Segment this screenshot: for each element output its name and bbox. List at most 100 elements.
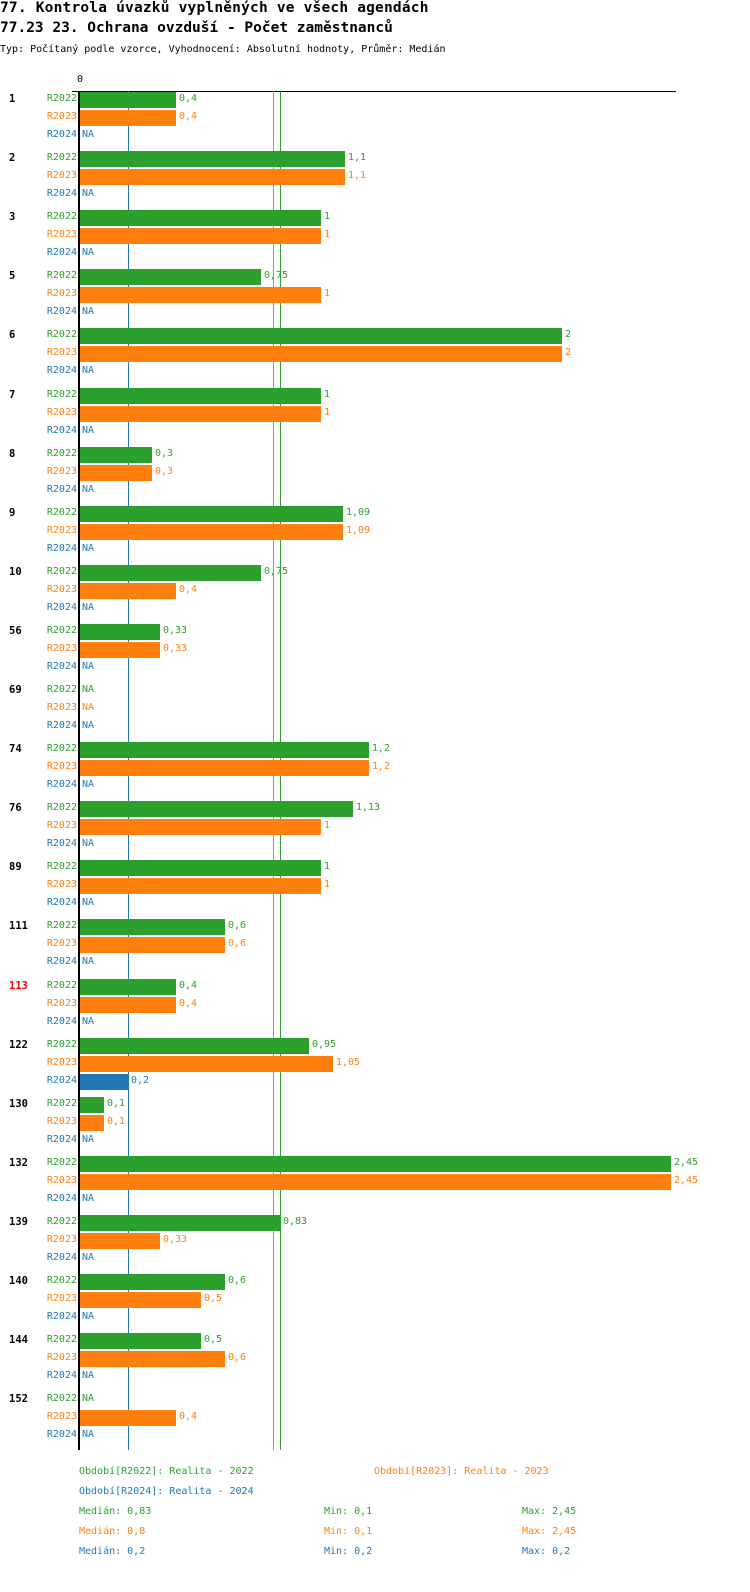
series-label: R2022 bbox=[46, 1156, 77, 1168]
chart-info: Typ: Počítaný podle vzorce, Vyhodnocení:… bbox=[0, 44, 446, 55]
series-label: R2024 bbox=[46, 660, 77, 672]
group-label: 139 bbox=[9, 1215, 28, 1228]
series-label: R2024 bbox=[46, 306, 77, 318]
group-label: 9 bbox=[9, 506, 16, 519]
series-label: R2023 bbox=[46, 1115, 77, 1127]
top-axis-line bbox=[72, 91, 676, 92]
value-label: NA bbox=[82, 1251, 95, 1263]
group-label: 6 bbox=[9, 329, 16, 342]
series-label: R2024 bbox=[46, 1074, 77, 1086]
bar-R2023 bbox=[80, 1351, 225, 1368]
group-label: 122 bbox=[9, 1038, 28, 1051]
value-label: 0,3 bbox=[155, 465, 174, 477]
value-label: NA bbox=[82, 720, 95, 731]
chart-title: 77. Kontrola úvazků vyplněných ve všech … bbox=[0, 0, 429, 16]
bar-R2022 bbox=[80, 919, 225, 936]
bar-R2023 bbox=[80, 937, 225, 954]
value-label: 0,4 bbox=[179, 979, 198, 991]
bar-R2022 bbox=[80, 1274, 225, 1290]
value-label: 0,5 bbox=[204, 1334, 223, 1346]
value-label: 1,2 bbox=[372, 743, 391, 755]
bar-R2022 bbox=[80, 978, 176, 995]
series-label: R2023 bbox=[46, 524, 77, 536]
group-label: 76 bbox=[9, 802, 22, 815]
bar-R2023 bbox=[80, 228, 321, 245]
series-label: R2022 bbox=[46, 1215, 77, 1227]
series-label: R2024 bbox=[46, 1192, 77, 1204]
value-label: NA bbox=[82, 956, 95, 968]
axis-zero-label: 0 bbox=[77, 74, 84, 85]
series-label: R2022 bbox=[46, 802, 77, 814]
value-label: 0,6 bbox=[228, 1352, 247, 1364]
series-label: R2024 bbox=[46, 188, 77, 200]
series-label: R2024 bbox=[46, 1311, 77, 1322]
value-label: 0,6 bbox=[228, 938, 247, 950]
value-label: 0,4 bbox=[179, 111, 198, 122]
series-label: R2023 bbox=[46, 1352, 77, 1364]
value-label: 0,1 bbox=[107, 1115, 126, 1127]
value-label: 1 bbox=[324, 288, 331, 300]
series-label: R2023 bbox=[46, 997, 77, 1009]
bar-R2023 bbox=[80, 287, 321, 304]
bar-R2023 bbox=[80, 878, 321, 895]
bar-R2022 bbox=[80, 387, 321, 404]
series-label: R2022 bbox=[46, 565, 77, 577]
value-label: 1,09 bbox=[346, 524, 371, 536]
value-label: 0,6 bbox=[228, 920, 247, 932]
value-label: NA bbox=[82, 1192, 95, 1204]
series-label: R2022 bbox=[46, 93, 77, 104]
group-label: 69 bbox=[9, 684, 22, 696]
series-label: R2022 bbox=[46, 1393, 77, 1405]
series-label: R2022 bbox=[46, 684, 77, 695]
series-label: R2023 bbox=[46, 288, 77, 300]
value-label: NA bbox=[82, 702, 95, 713]
value-label: NA bbox=[82, 684, 95, 695]
series-label: R2024 bbox=[46, 601, 77, 613]
value-label: 1,1 bbox=[348, 170, 367, 182]
bar-R2023 bbox=[80, 996, 176, 1013]
bar-R2023 bbox=[80, 110, 176, 126]
value-label: NA bbox=[82, 1393, 95, 1405]
series-label: R2023 bbox=[46, 111, 77, 122]
value-label: 0,4 bbox=[179, 1411, 198, 1423]
series-label: R2022 bbox=[46, 624, 77, 636]
series-label: R2023 bbox=[46, 1233, 77, 1245]
series-label: R2023 bbox=[46, 406, 77, 418]
value-label: NA bbox=[82, 542, 95, 554]
series-label: R2023 bbox=[46, 229, 77, 241]
bar-R2022 bbox=[80, 151, 345, 168]
series-label: R2022 bbox=[46, 388, 77, 400]
series-label: R2023 bbox=[46, 170, 77, 182]
value-label: 0,33 bbox=[163, 1233, 188, 1245]
bar-R2023 bbox=[80, 1292, 201, 1308]
median-r2023: Medián: 0,8 bbox=[79, 1526, 146, 1537]
series-label: R2024 bbox=[46, 1429, 77, 1441]
series-label: R2023 bbox=[46, 938, 77, 950]
bar-R2022 bbox=[80, 210, 321, 227]
series-label: R2023 bbox=[46, 761, 77, 773]
value-label: 0,4 bbox=[179, 997, 198, 1009]
max-r2022: Max: 2,45 bbox=[522, 1506, 577, 1517]
bar-R2022 bbox=[80, 505, 343, 522]
bar-R2022 bbox=[80, 742, 369, 759]
value-label: 0,83 bbox=[283, 1215, 308, 1227]
bar-R2023 bbox=[80, 169, 345, 186]
series-label: R2023 bbox=[46, 702, 77, 713]
legend-r2022: Období[R2022]: Realita - 2022 bbox=[79, 1466, 254, 1477]
value-label: 0,6 bbox=[228, 1275, 247, 1286]
value-label: NA bbox=[82, 188, 95, 200]
bar-R2023 bbox=[80, 1410, 176, 1427]
bar-R2024 bbox=[80, 1073, 128, 1090]
series-label: R2024 bbox=[46, 897, 77, 909]
bar-R2023 bbox=[80, 1173, 671, 1190]
series-label: R2022 bbox=[46, 1038, 77, 1050]
series-label: R2024 bbox=[46, 720, 77, 731]
series-label: R2023 bbox=[46, 1293, 77, 1304]
median-r2022: Medián: 0,83 bbox=[79, 1506, 152, 1517]
value-label: 1,13 bbox=[356, 802, 381, 814]
bar-R2022 bbox=[80, 801, 353, 818]
series-label: R2023 bbox=[46, 879, 77, 891]
series-label: R2022 bbox=[46, 743, 77, 755]
group-label: 152 bbox=[9, 1393, 28, 1406]
value-label: NA bbox=[82, 779, 95, 791]
